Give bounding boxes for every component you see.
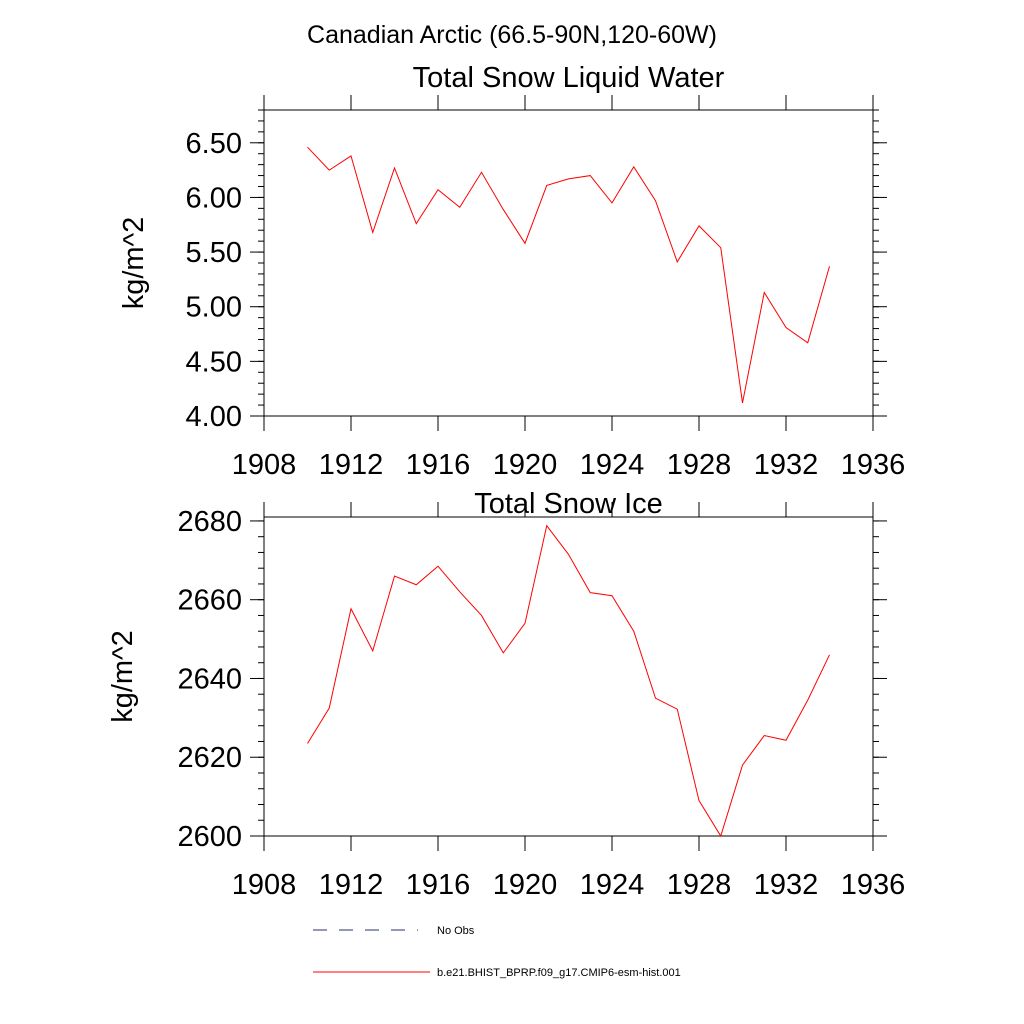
chart1-ytick-label: 2660 [177, 585, 242, 617]
chart1-ytick-label: 2620 [177, 742, 242, 774]
chart0-xtick-label: 1932 [754, 449, 819, 481]
figure-title: Canadian Arctic (66.5-90N,120-60W) [307, 21, 717, 49]
chart0-xtick-label: 1912 [319, 449, 384, 481]
chart0-xtick-label: 1916 [406, 449, 471, 481]
legend-label-model: b.e21.BHIST_BPRP.f09_g17.CMIP6-esm-hist.… [437, 967, 681, 979]
chart0-xtick-label: 1920 [493, 449, 558, 481]
chart0-xtick-label: 1936 [841, 449, 906, 481]
chart0-ytick-label: 5.50 [186, 237, 242, 269]
chart0-ylabel: kg/m^2 [118, 217, 150, 310]
chart1-xtick-label: 1920 [493, 869, 558, 901]
chart1-xtick-label: 1924 [580, 869, 645, 901]
chart0-xtick-label: 1928 [667, 449, 732, 481]
legend-label-no-obs: No Obs [437, 925, 475, 937]
chart1-ylabel: kg/m^2 [107, 630, 139, 723]
chart0-ytick-label: 4.00 [186, 401, 242, 433]
chart1-title: Total Snow Ice [474, 488, 663, 520]
chart1-xtick-label: 1912 [319, 869, 384, 901]
chart0-series-line [307, 146, 830, 403]
chart1-xtick-label: 1908 [232, 869, 297, 901]
chart0-ytick-label: 5.00 [186, 292, 242, 324]
chart-total-snow-liquid-water: Total Snow Liquid Water kg/m^2 1908 1912 191… [118, 62, 905, 481]
chart0-ytick-label: 4.50 [186, 346, 242, 378]
chart1-xtick-label: 1932 [754, 869, 819, 901]
chart1-xtick-label: 1916 [406, 869, 471, 901]
chart0-ytick-label: 6.50 [186, 128, 242, 160]
chart1-series-line [307, 524, 830, 838]
chart1-xtick-label: 1936 [841, 869, 906, 901]
chart0-ytick-label: 6.00 [186, 182, 242, 214]
chart0-xtick-label: 1908 [232, 449, 297, 481]
chart1-xtick-label: 1928 [667, 869, 732, 901]
chart-total-snow-ice: Total Snow Ice kg/m^2 1908 1912 1916 1920 1924… [107, 488, 905, 901]
chart0-title: Total Snow Liquid Water [413, 62, 725, 94]
chart1-ytick-label: 2600 [177, 821, 242, 853]
chart1-ytick-label: 2640 [177, 663, 242, 695]
chart1-ytick-label: 2680 [177, 506, 242, 538]
legend: No Obs b.e21.BHIST_BPRP.f09_g17.CMIP6-es… [313, 925, 681, 979]
chart0-xtick-label: 1924 [580, 449, 645, 481]
